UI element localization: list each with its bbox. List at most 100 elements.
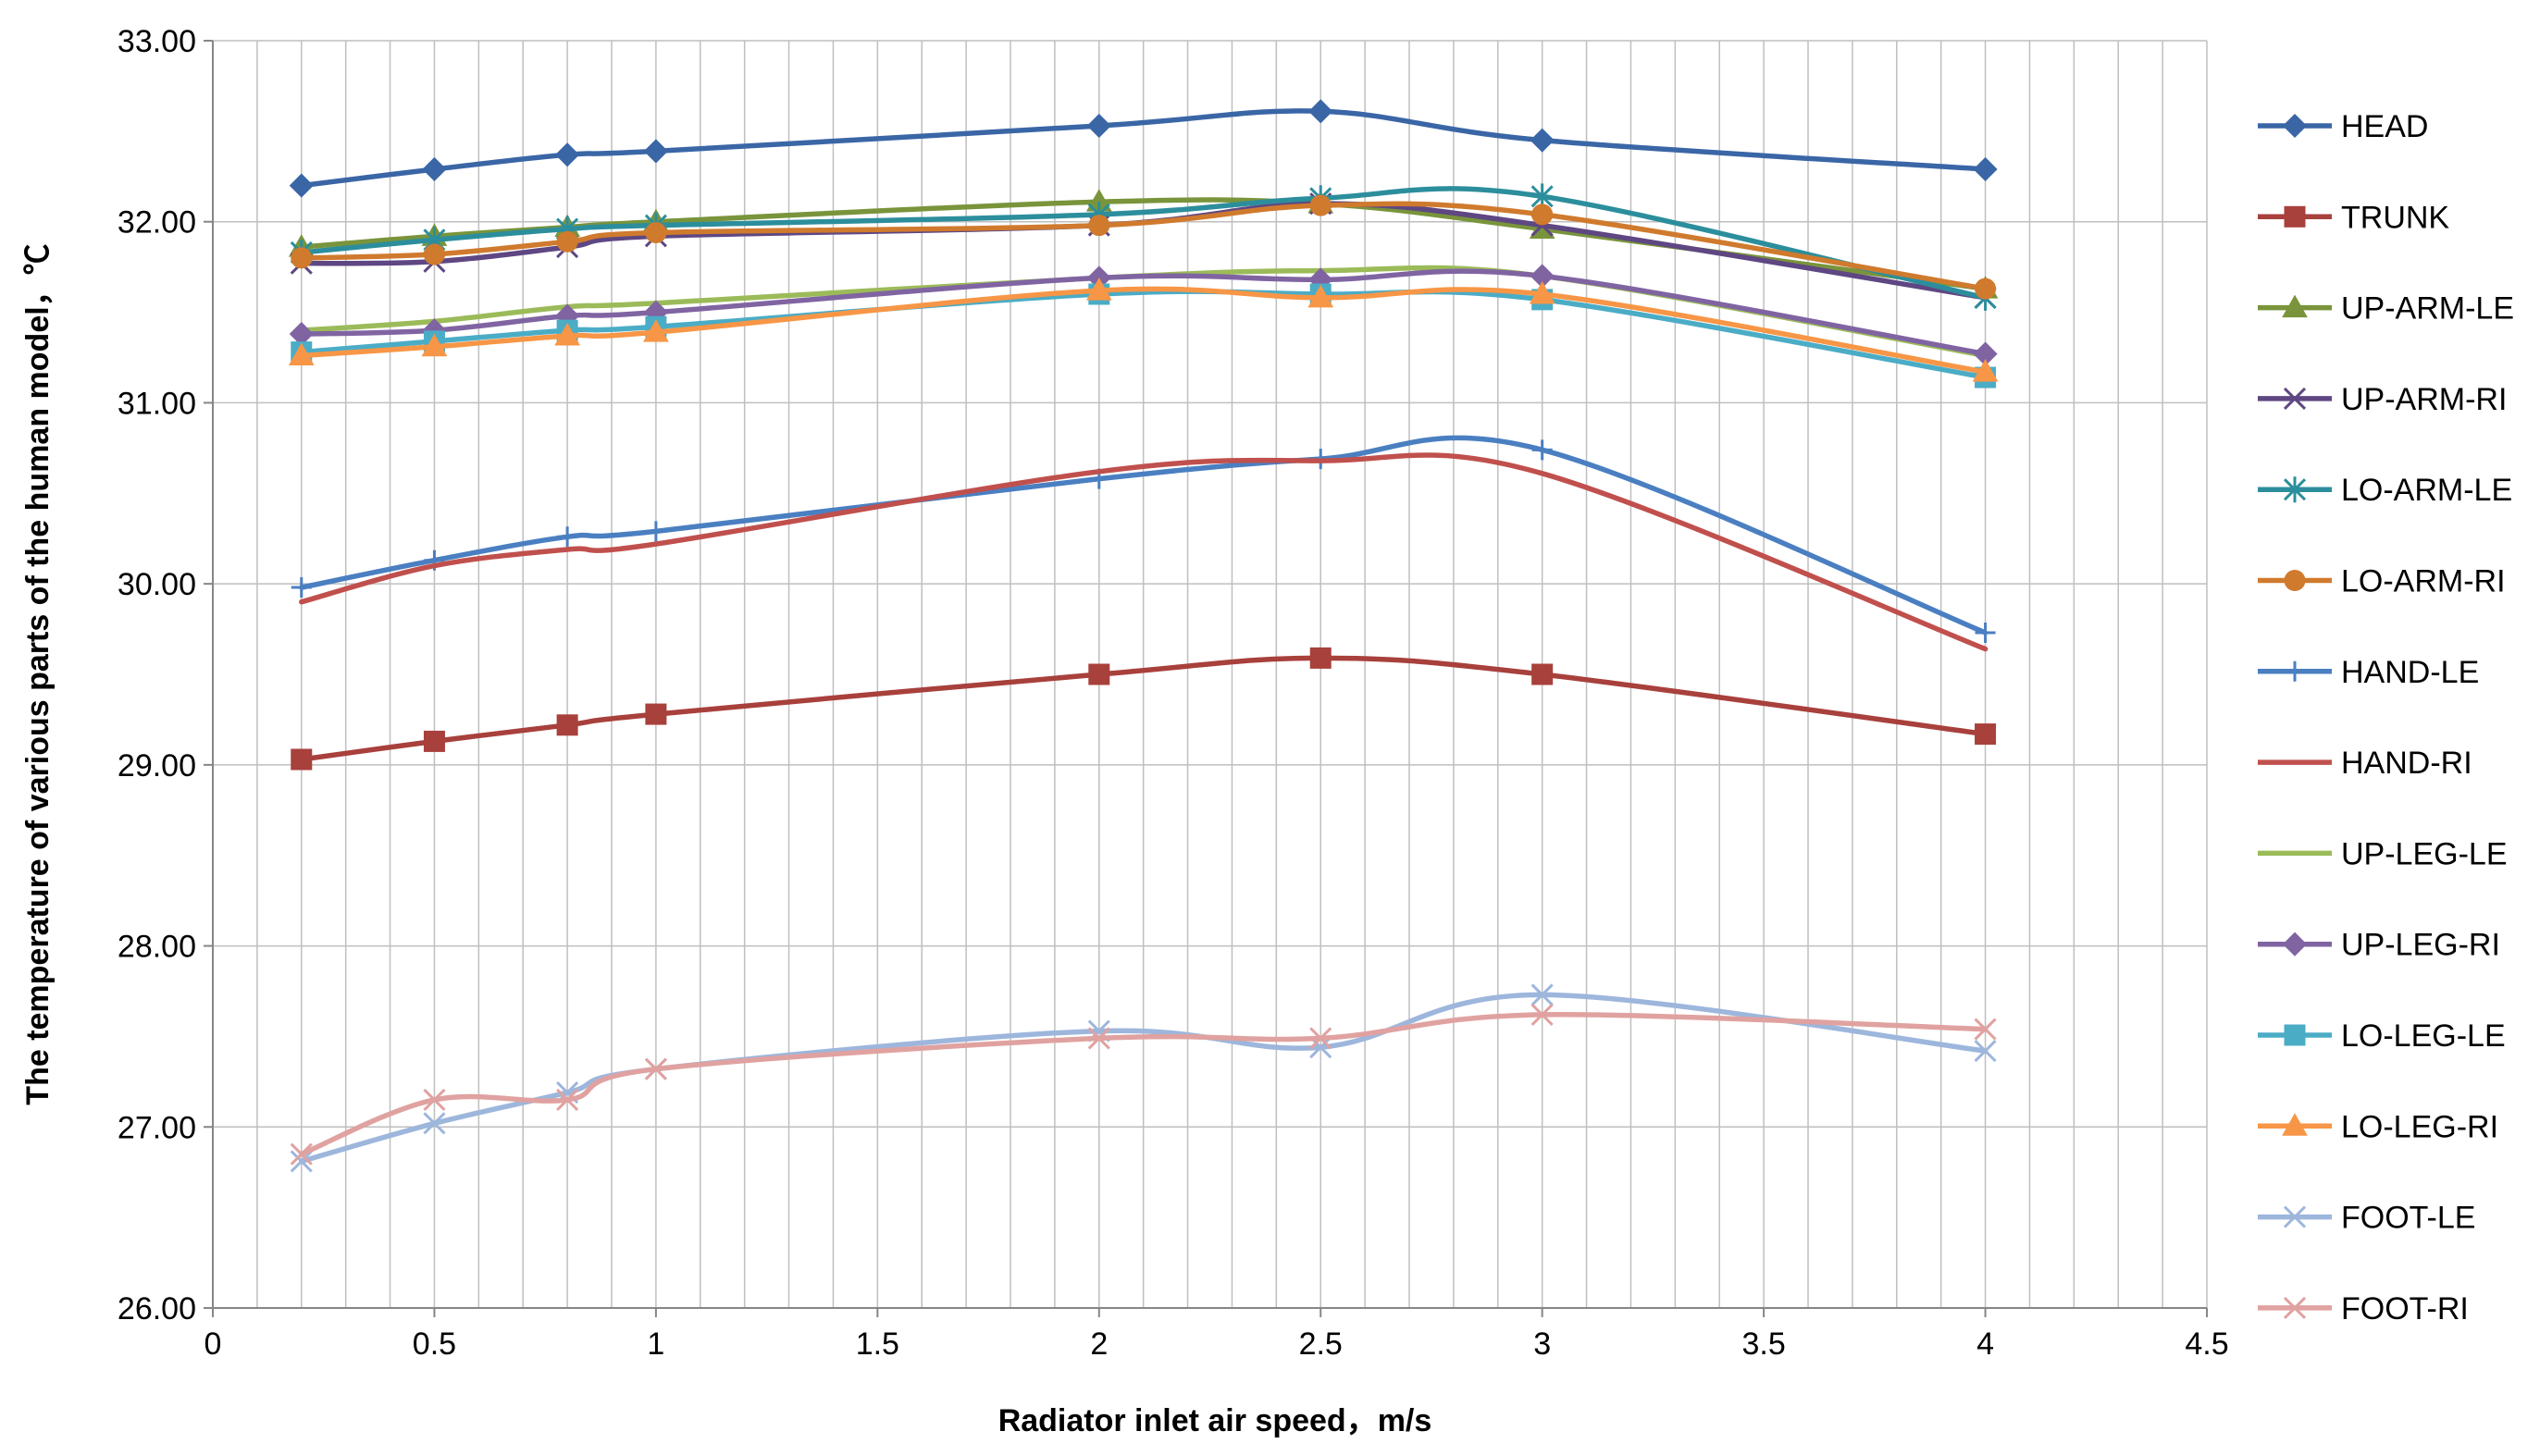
legend-marker-head bbox=[2282, 113, 2308, 139]
legend-marker-up-arm-ri bbox=[2283, 387, 2307, 410]
y-tick-label: 28.00 bbox=[118, 930, 196, 965]
legend-label-up-arm-le: UP-ARM-LE bbox=[2341, 291, 2514, 327]
series-line-hand-ri bbox=[299, 452, 1989, 652]
legend-item-up-arm-le: UP-ARM-LE bbox=[2258, 291, 2514, 327]
data-point-lo-arm-ri bbox=[1975, 278, 1997, 300]
legend-marker-up-arm-le bbox=[2282, 294, 2308, 318]
series-line-lo-arm-ri bbox=[299, 201, 1989, 291]
data-point-trunk bbox=[1531, 663, 1554, 685]
series-line-up-arm-le bbox=[299, 197, 1989, 291]
data-point-head bbox=[1086, 113, 1111, 139]
series-line-lo-leg-ri bbox=[299, 286, 1989, 375]
data-point-lo-arm-ri bbox=[1309, 194, 1332, 216]
data-point-lo-leg-ri bbox=[554, 322, 580, 346]
y-tick-label: 27.00 bbox=[118, 1110, 196, 1145]
legend: HEAD TRUNK UP-ARM-LE UP-ARM-RI LO-ARM-LE LO-A… bbox=[2258, 109, 2514, 1326]
data-point-head bbox=[643, 139, 668, 164]
data-point-lo-arm-ri bbox=[1531, 204, 1554, 226]
data-point-trunk bbox=[1088, 663, 1110, 685]
series-line-foot-le bbox=[299, 992, 1989, 1165]
data-point-foot-ri bbox=[1309, 1027, 1332, 1050]
legend-label-lo-arm-le: LO-ARM-LE bbox=[2341, 473, 2512, 508]
y-tick-labels: 26.00 27.00 28.00 29.00 30.00 31.00 32.00 33.00 bbox=[118, 24, 196, 1326]
legend-marker-lo-arm-le bbox=[2283, 476, 2307, 503]
y-axis-title: The temperature of various parts of the … bbox=[20, 243, 56, 1104]
data-point-head bbox=[1973, 156, 1998, 182]
legend-item-trunk: TRUNK bbox=[2258, 200, 2449, 235]
legend-item-lo-arm-le: LO-ARM-LE bbox=[2258, 473, 2512, 508]
x-axis-title: Radiator inlet air speed，m/s bbox=[998, 1403, 1432, 1438]
x-tick-labels: 0 0.5 1 1.5 2 2.5 3 3.5 4 4.5 bbox=[204, 1326, 2229, 1362]
legend-item-head: HEAD bbox=[2258, 109, 2428, 144]
legend-item-foot-ri: FOOT-RI bbox=[2258, 1291, 2469, 1326]
legend-marker-foot-le bbox=[2283, 1205, 2307, 1228]
legend-label-lo-leg-le: LO-LEG-LE bbox=[2341, 1018, 2506, 1054]
series-line-up-leg-ri bbox=[299, 268, 1989, 357]
legend-label-hand-ri: HAND-RI bbox=[2341, 746, 2472, 781]
series-line-head bbox=[299, 108, 1989, 189]
series-lines bbox=[288, 99, 1999, 1173]
data-point-lo-arm-ri bbox=[291, 247, 313, 269]
data-point-foot-ri bbox=[423, 1088, 446, 1111]
legend-item-up-leg-le: UP-LEG-LE bbox=[2258, 836, 2508, 871]
data-point-lo-leg-ri bbox=[421, 333, 448, 357]
data-point-lo-leg-ri bbox=[1307, 284, 1334, 308]
legend-label-head: HEAD bbox=[2341, 109, 2428, 144]
y-tick-label: 33.00 bbox=[118, 24, 196, 59]
y-tick-label: 32.00 bbox=[118, 205, 196, 241]
data-point-lo-arm-ri bbox=[1088, 215, 1110, 237]
legend-label-foot-le: FOOT-LE bbox=[2341, 1201, 2475, 1236]
data-point-lo-leg-ri bbox=[288, 342, 315, 366]
data-point-lo-leg-ri bbox=[1529, 280, 1555, 304]
axes bbox=[204, 40, 2208, 1317]
legend-label-trunk: TRUNK bbox=[2341, 200, 2449, 235]
legend-item-up-arm-ri: UP-ARM-RI bbox=[2258, 382, 2507, 417]
legend-item-foot-le: FOOT-LE bbox=[2258, 1201, 2475, 1236]
data-point-lo-arm-ri bbox=[556, 230, 578, 253]
legend-label-lo-leg-ri: LO-LEG-RI bbox=[2341, 1109, 2498, 1144]
series-line-lo-leg-le bbox=[299, 289, 1989, 380]
series-line-trunk bbox=[299, 655, 1989, 762]
series-line-foot-ri bbox=[299, 1012, 1989, 1157]
legend-label-up-leg-ri: UP-LEG-RI bbox=[2341, 928, 2500, 963]
data-point-hand-le bbox=[1975, 622, 1996, 643]
data-point-foot-ri bbox=[556, 1088, 579, 1111]
legend-item-lo-arm-ri: LO-ARM-RI bbox=[2258, 564, 2506, 599]
data-point-lo-leg-ri bbox=[1085, 278, 1112, 301]
legend-marker-trunk bbox=[2284, 205, 2306, 228]
legend-label-hand-le: HAND-LE bbox=[2341, 655, 2479, 690]
data-point-head bbox=[555, 142, 580, 167]
x-tick-label: 3.5 bbox=[1741, 1326, 1785, 1362]
data-point-head bbox=[1530, 128, 1555, 153]
series-foot-ri bbox=[290, 1003, 1997, 1166]
legend-marker-lo-arm-ri bbox=[2284, 570, 2306, 591]
x-tick-label: 3 bbox=[1533, 1326, 1551, 1362]
y-tick-label: 31.00 bbox=[118, 386, 196, 421]
x-tick-label: 0.5 bbox=[413, 1326, 456, 1362]
x-tick-label: 2.5 bbox=[1299, 1326, 1343, 1362]
legend-marker-foot-ri bbox=[2283, 1296, 2307, 1319]
data-point-foot-le bbox=[1974, 1040, 1997, 1063]
legend-marker-hand-le bbox=[2285, 660, 2305, 682]
data-point-trunk bbox=[1309, 647, 1332, 669]
data-point-hand-le bbox=[291, 577, 312, 598]
data-point-head bbox=[289, 173, 314, 198]
series-hand-ri bbox=[299, 452, 1989, 652]
legend-item-lo-leg-le: LO-LEG-LE bbox=[2258, 1018, 2506, 1054]
data-point-foot-ri bbox=[1530, 1003, 1554, 1027]
legend-marker-lo-leg-ri bbox=[2282, 1113, 2308, 1136]
legend-label-foot-ri: FOOT-RI bbox=[2341, 1291, 2469, 1326]
legend-item-hand-ri: HAND-RI bbox=[2258, 746, 2472, 781]
data-point-trunk bbox=[645, 703, 667, 725]
legend-label-up-leg-le: UP-LEG-LE bbox=[2341, 836, 2508, 871]
legend-marker-up-leg-ri bbox=[2282, 932, 2308, 956]
legend-label-lo-arm-ri: LO-ARM-RI bbox=[2341, 564, 2506, 599]
y-tick-label: 26.00 bbox=[118, 1291, 196, 1326]
series-lo-arm-ri bbox=[291, 194, 1997, 300]
data-point-foot-le bbox=[290, 1150, 313, 1173]
series-lo-leg-ri bbox=[288, 278, 1999, 382]
data-point-lo-arm-ri bbox=[645, 221, 667, 243]
x-tick-label: 4.5 bbox=[2185, 1326, 2228, 1362]
series-head bbox=[289, 99, 1998, 198]
data-point-hand-le bbox=[645, 521, 666, 542]
